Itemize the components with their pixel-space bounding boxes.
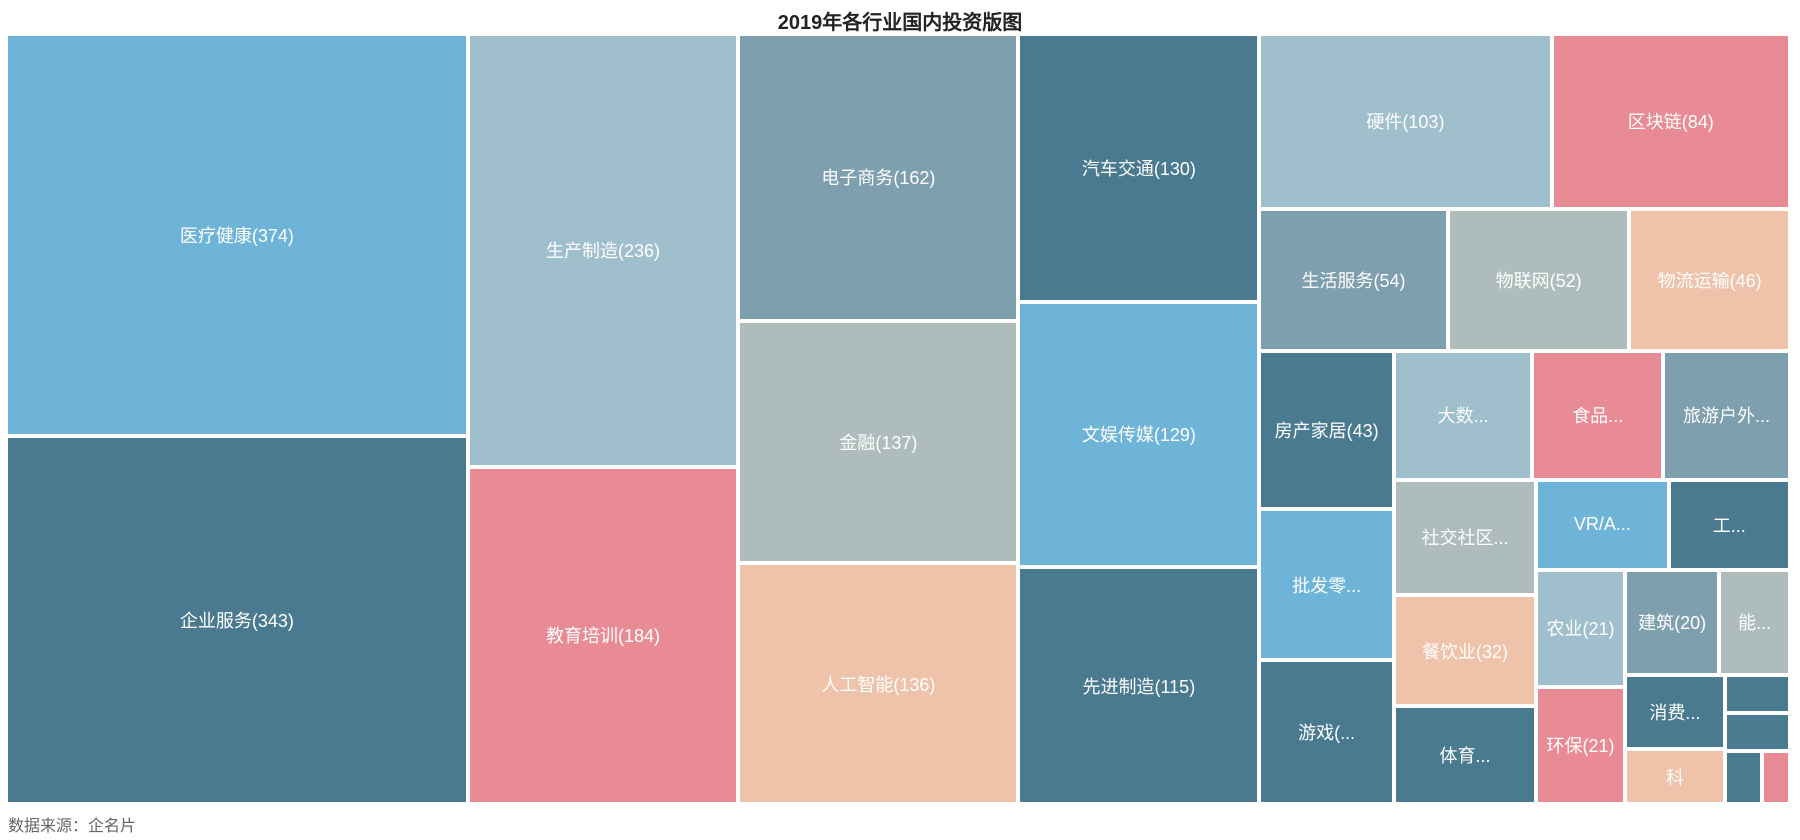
treemap-cell[interactable]: VR/A... [1538, 482, 1668, 570]
treemap-cell[interactable]: 电子商务(162) [740, 36, 1018, 321]
treemap-cell-label: 硬件(103) [1360, 108, 1450, 134]
treemap-cell-label: 消费... [1643, 699, 1706, 725]
treemap-cell-label: 房产家居(43) [1269, 417, 1385, 443]
treemap-cell-label: 汽车交通(130) [1076, 155, 1202, 181]
treemap-cell[interactable] [1764, 753, 1790, 804]
treemap-cell[interactable]: 农业(21) [1538, 572, 1625, 687]
treemap-cell-label: 教育培训(184) [540, 622, 666, 648]
treemap-cell-label: 游戏(... [1292, 719, 1361, 745]
treemap-cell-label: 电子商务(162) [815, 164, 941, 190]
treemap-cell[interactable]: 汽车交通(130) [1020, 36, 1259, 302]
treemap-cell[interactable]: 先进制造(115) [1020, 569, 1259, 804]
treemap-cell[interactable]: 环保(21) [1538, 689, 1625, 804]
treemap-cell[interactable]: 社交社区... [1396, 482, 1536, 595]
treemap-cell-label: 农业(21) [1541, 615, 1621, 641]
treemap-cell-label: 企业服务(343) [174, 607, 300, 633]
treemap-cell[interactable]: 金融(137) [740, 323, 1018, 564]
treemap-cell[interactable]: 区块链(84) [1554, 36, 1790, 209]
treemap-cell[interactable]: 工... [1671, 482, 1790, 570]
treemap-cell[interactable]: 旅游户外... [1665, 353, 1790, 480]
treemap-cell[interactable]: 建筑(20) [1627, 572, 1719, 675]
treemap-cell[interactable]: 医疗健康(374) [8, 36, 468, 436]
treemap-cell-label: 食品... [1566, 402, 1629, 428]
treemap-cell[interactable]: 企业服务(343) [8, 438, 468, 804]
treemap-cell-label: 建筑(20) [1632, 609, 1712, 635]
treemap-cell[interactable]: 物联网(52) [1450, 211, 1630, 351]
treemap-cell[interactable]: 硬件(103) [1261, 36, 1551, 209]
treemap-cell[interactable] [1727, 677, 1790, 713]
treemap-cell[interactable]: 食品... [1534, 353, 1663, 480]
treemap-cell-label: 物流运输(46) [1652, 267, 1768, 293]
treemap-cell[interactable]: 科 [1627, 751, 1725, 804]
treemap-cell[interactable]: 物流运输(46) [1631, 211, 1790, 351]
treemap-cell-label: 旅游户外... [1677, 402, 1776, 428]
treemap-cell[interactable]: 大数... [1396, 353, 1532, 480]
treemap-cell[interactable]: 教育培训(184) [470, 469, 738, 804]
treemap-cell[interactable]: 体育... [1396, 708, 1536, 804]
chart-caption: 数据来源：企名片 [8, 812, 136, 836]
treemap-cell-label: 生产制造(236) [540, 237, 666, 263]
chart-title: 2019年各行业国内投资版图 [0, 0, 1800, 35]
treemap-cell-label: 批发零... [1286, 572, 1367, 598]
treemap-cell-label: 科 [1660, 764, 1690, 790]
treemap-cell[interactable]: 文娱传媒(129) [1020, 304, 1259, 568]
treemap-cell[interactable]: 消费... [1627, 677, 1725, 750]
treemap-cell-label: 生活服务(54) [1296, 267, 1412, 293]
treemap-cell[interactable]: 房产家居(43) [1261, 353, 1394, 509]
treemap-cell-label: 医疗健康(374) [174, 222, 300, 248]
treemap-cell-label: 社交社区... [1415, 524, 1514, 550]
treemap-cell-label: 体育... [1433, 742, 1496, 768]
treemap-cell[interactable]: 游戏(... [1261, 662, 1394, 804]
treemap-cell[interactable]: 餐饮业(32) [1396, 597, 1536, 707]
treemap-plot: 医疗健康(374) 企业服务(343) 生产制造(236) 教育培训(184) 电子商务… [8, 36, 1792, 806]
treemap-cell[interactable]: 生活服务(54) [1261, 211, 1448, 351]
treemap-cell[interactable]: 生产制造(236) [470, 36, 738, 467]
treemap-cell[interactable] [1727, 753, 1762, 804]
treemap-cell-label: 环保(21) [1541, 732, 1621, 758]
treemap-cell-label: 大数... [1432, 402, 1495, 428]
treemap-cell[interactable]: 人工智能(136) [740, 565, 1018, 804]
treemap-cell-label: 先进制造(115) [1077, 673, 1202, 699]
treemap-cell-label: 餐饮业(32) [1416, 638, 1514, 664]
treemap-cell-label: 区块链(84) [1622, 108, 1720, 134]
treemap-cell[interactable]: 能... [1721, 572, 1790, 675]
chart-container: 2019年各行业国内投资版图 医疗健康(374) 企业服务(343) 生产制造(23… [0, 0, 1800, 840]
treemap-cell-label: 能... [1732, 609, 1777, 635]
treemap-cell[interactable]: 批发零... [1261, 511, 1394, 660]
treemap-cell-label: 人工智能(136) [815, 671, 941, 697]
treemap-cell-label: 文娱传媒(129) [1076, 421, 1202, 447]
treemap-cell-label: 金融(137) [833, 429, 923, 455]
treemap-cell-label: 工... [1707, 512, 1752, 538]
treemap-cell-label: 物联网(52) [1490, 267, 1588, 293]
treemap-cell[interactable] [1727, 715, 1790, 751]
treemap-cell-label: VR/A... [1568, 514, 1637, 535]
